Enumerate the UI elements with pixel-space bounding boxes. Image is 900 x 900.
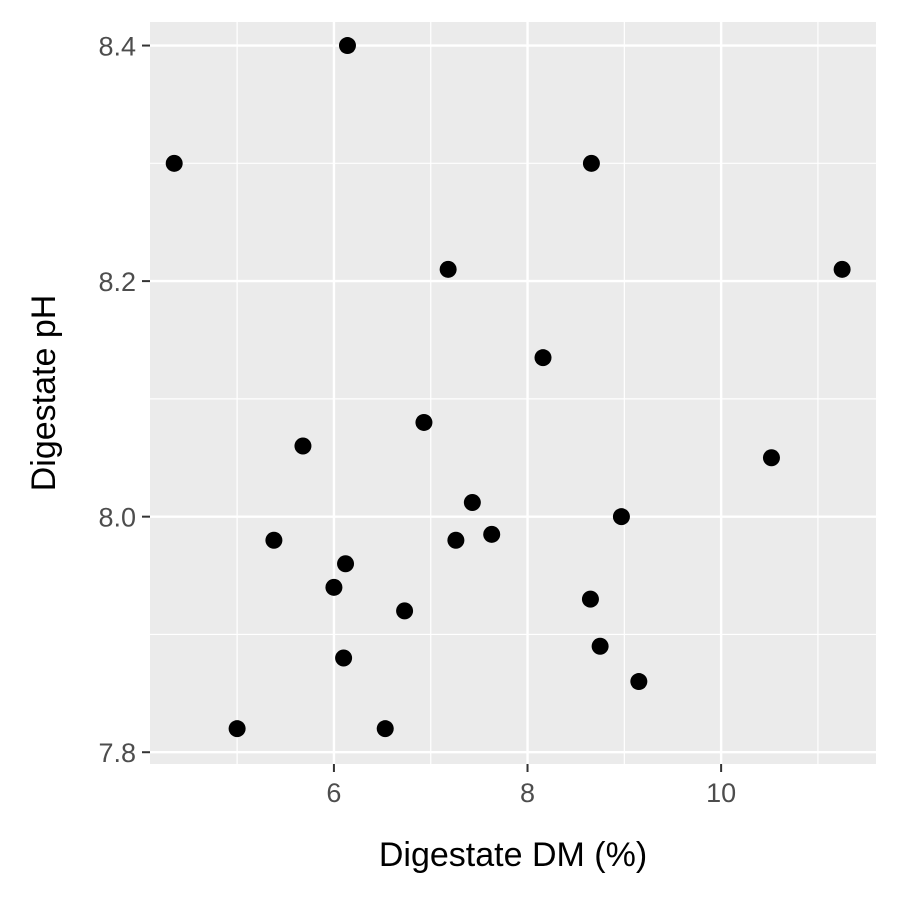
data-point — [612, 508, 630, 526]
data-point — [337, 555, 355, 573]
data-point — [630, 673, 648, 691]
data-point — [415, 413, 433, 431]
data-point — [325, 578, 343, 596]
data-point — [581, 590, 599, 608]
data-point — [447, 531, 465, 549]
x-tick-label: 10 — [706, 778, 736, 808]
x-tick-label: 8 — [520, 778, 535, 808]
minor-grid — [150, 22, 876, 764]
y-tick-label: 8.2 — [98, 267, 136, 297]
data-point — [294, 437, 312, 455]
y-axis: 7.8 8.0 8.2 8.4 — [98, 32, 150, 768]
data-point — [228, 720, 246, 738]
data-point — [376, 720, 394, 738]
data-point — [833, 260, 851, 278]
data-point — [483, 525, 501, 543]
data-point — [762, 449, 780, 467]
x-axis-title: Digestate DM (%) — [379, 836, 647, 874]
data-point — [582, 154, 600, 172]
data-point — [265, 531, 283, 549]
major-grid — [150, 22, 876, 764]
plot-panel — [150, 22, 876, 764]
y-tick-label: 8.4 — [98, 32, 136, 62]
data-point — [396, 602, 414, 620]
x-axis: 6 8 10 — [326, 764, 736, 808]
data-point — [165, 154, 183, 172]
data-point — [463, 494, 481, 512]
y-tick-label: 8.0 — [98, 503, 136, 533]
y-tick-label: 7.8 — [98, 738, 136, 768]
data-point — [591, 637, 609, 655]
data-point — [338, 37, 356, 55]
data-points — [165, 37, 851, 738]
y-axis-title: Digestate pH — [25, 295, 63, 492]
data-point — [439, 260, 457, 278]
data-point — [335, 649, 353, 667]
x-tick-label: 6 — [326, 778, 341, 808]
data-point — [534, 349, 552, 367]
